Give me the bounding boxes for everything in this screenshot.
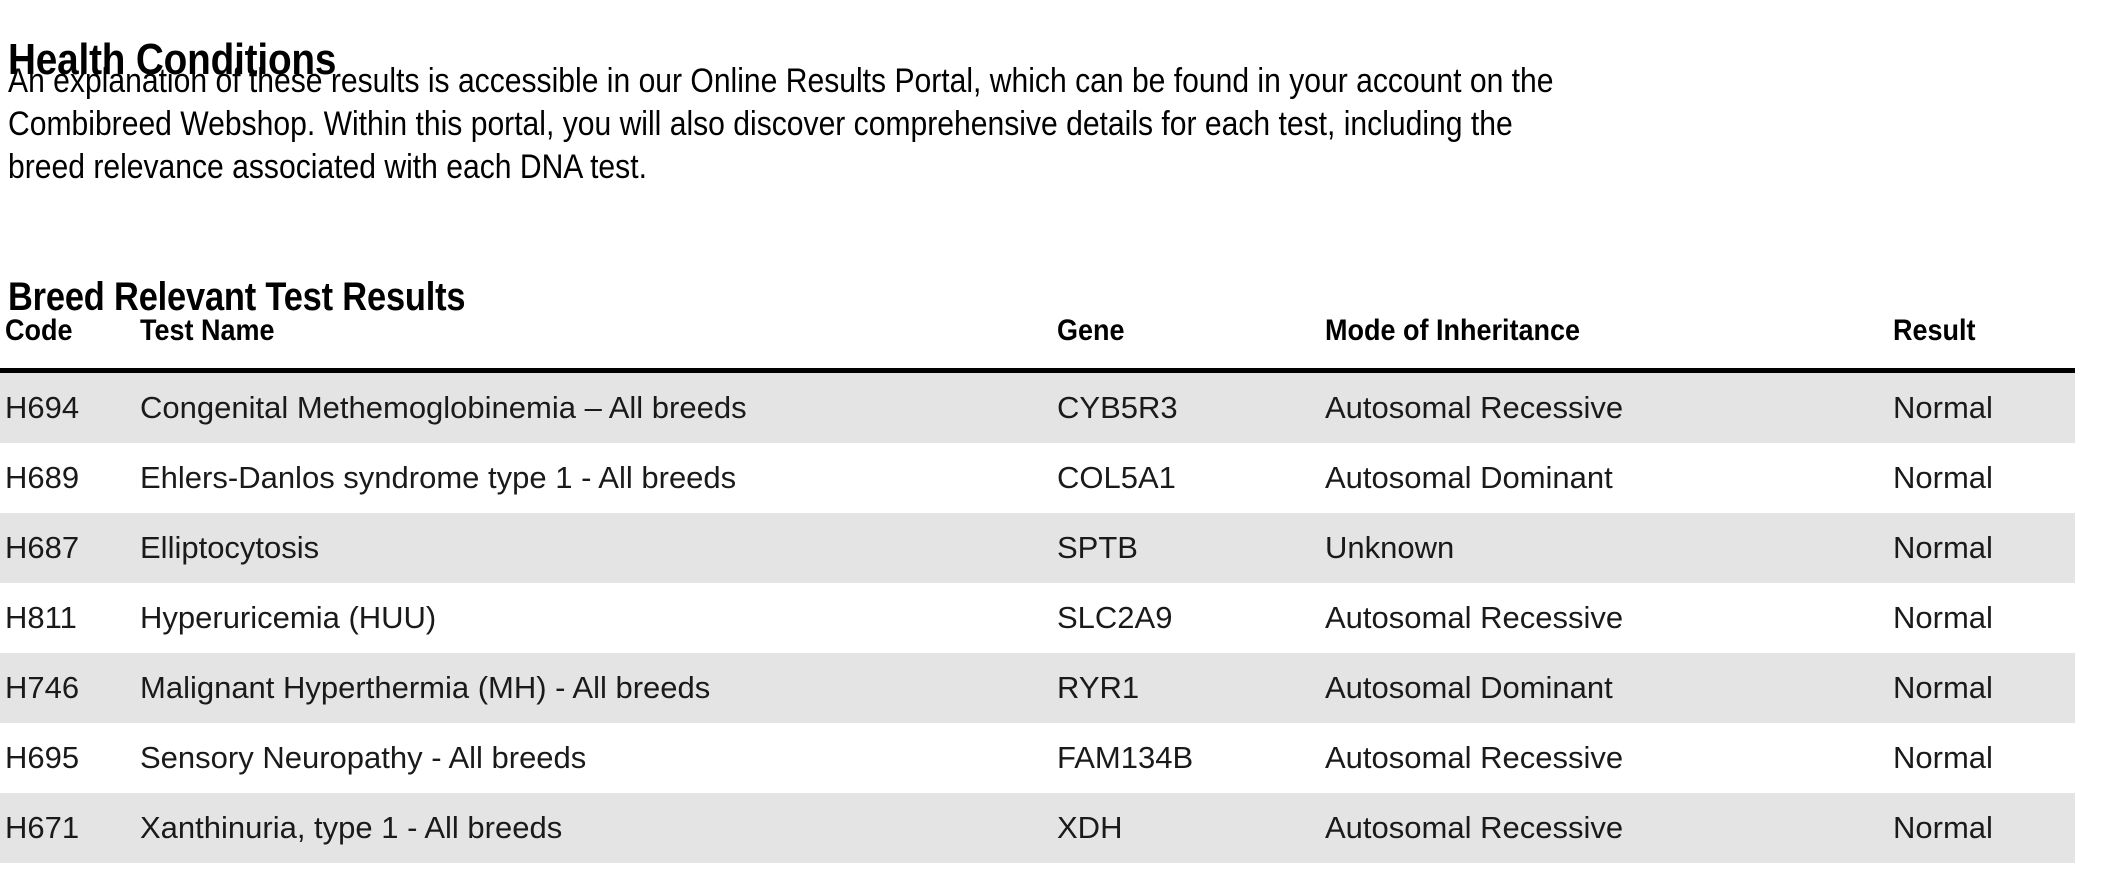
table-body: H694 Congenital Methemoglobinemia – All b… [0, 373, 2075, 863]
page-title: Health Conditions [8, 35, 337, 85]
cell-mode-of-inheritance: Autosomal Recessive [1325, 600, 1624, 635]
breed-relevant-test-results-table: Code Test Name Gene Mode of Inheritance … [0, 312, 2103, 863]
cell-mode-of-inheritance: Autosomal Dominant [1325, 670, 1613, 705]
table-row: H811 Hyperuricemia (HUU) SLC2A9 Autosomal R… [0, 583, 2075, 653]
table-row: H689 Ehlers-Danlos syndrome type 1 - All … [0, 443, 2075, 513]
intro-paragraph: An explanation of these results is acces… [8, 60, 2008, 189]
column-header-code: Code [5, 314, 73, 347]
table-title: Breed Relevant Test Results [8, 275, 466, 320]
cell-code: H811 [5, 600, 77, 635]
table-row: H694 Congenital Methemoglobinemia – All b… [0, 373, 2075, 443]
cell-test-name: Hyperuricemia (HUU) [140, 600, 437, 635]
cell-test-name: Sensory Neuropathy - All breeds [140, 740, 587, 775]
cell-code: H671 [5, 810, 80, 845]
cell-result: Normal [1893, 600, 1993, 635]
cell-mode-of-inheritance: Autosomal Recessive [1325, 810, 1624, 845]
cell-gene: RYR1 [1057, 670, 1140, 705]
cell-test-name: Elliptocytosis [140, 530, 320, 565]
cell-mode-of-inheritance: Autosomal Dominant [1325, 460, 1613, 495]
cell-code: H694 [5, 390, 80, 425]
cell-result: Normal [1893, 670, 1993, 705]
cell-result: Normal [1893, 740, 1993, 775]
cell-gene: CYB5R3 [1057, 390, 1178, 425]
cell-code: H689 [5, 460, 80, 495]
cell-gene: SPTB [1057, 530, 1138, 565]
column-header-test-name: Test Name [140, 314, 275, 347]
table-row: H746 Malignant Hyperthermia (MH) - All br… [0, 653, 2075, 723]
table-row: H671 Xanthinuria, type 1 - All breeds XDH A… [0, 793, 2075, 863]
cell-test-name: Ehlers-Danlos syndrome type 1 - All bree… [140, 460, 737, 495]
column-header-mode-of-inheritance: Mode of Inheritance [1325, 314, 1581, 347]
cell-result: Normal [1893, 390, 1993, 425]
cell-result: Normal [1893, 810, 1993, 845]
table-row: H687 Elliptocytosis SPTB Unknown Normal [0, 513, 2075, 583]
cell-gene: SLC2A9 [1057, 600, 1173, 635]
cell-mode-of-inheritance: Autosomal Recessive [1325, 740, 1624, 775]
cell-mode-of-inheritance: Autosomal Recessive [1325, 390, 1624, 425]
table-header-divider [0, 368, 2075, 373]
table-row: H695 Sensory Neuropathy - All breeds FAM13… [0, 723, 2075, 793]
cell-code: H695 [5, 740, 80, 775]
cell-result: Normal [1893, 460, 1993, 495]
intro-line: An explanation of these results is acces… [8, 62, 1554, 100]
cell-gene: COL5A1 [1057, 460, 1176, 495]
cell-code: H746 [5, 670, 80, 705]
table-header-row: Code Test Name Gene Mode of Inheritance … [0, 312, 2103, 373]
cell-code: H687 [5, 530, 80, 565]
cell-test-name: Congenital Methemoglobinemia – All breed… [140, 390, 747, 425]
column-header-result: Result [1893, 314, 1976, 347]
cell-gene: XDH [1057, 810, 1123, 845]
intro-line: Combibreed Webshop. Within this portal, … [8, 105, 1513, 143]
cell-mode-of-inheritance: Unknown [1325, 530, 1455, 565]
intro-line: breed relevance associated with each DNA… [8, 148, 647, 186]
cell-result: Normal [1893, 530, 1993, 565]
cell-test-name: Malignant Hyperthermia (MH) - All breeds [140, 670, 711, 705]
cell-test-name: Xanthinuria, type 1 - All breeds [140, 810, 563, 845]
cell-gene: FAM134B [1057, 740, 1194, 775]
column-header-gene: Gene [1057, 314, 1125, 347]
